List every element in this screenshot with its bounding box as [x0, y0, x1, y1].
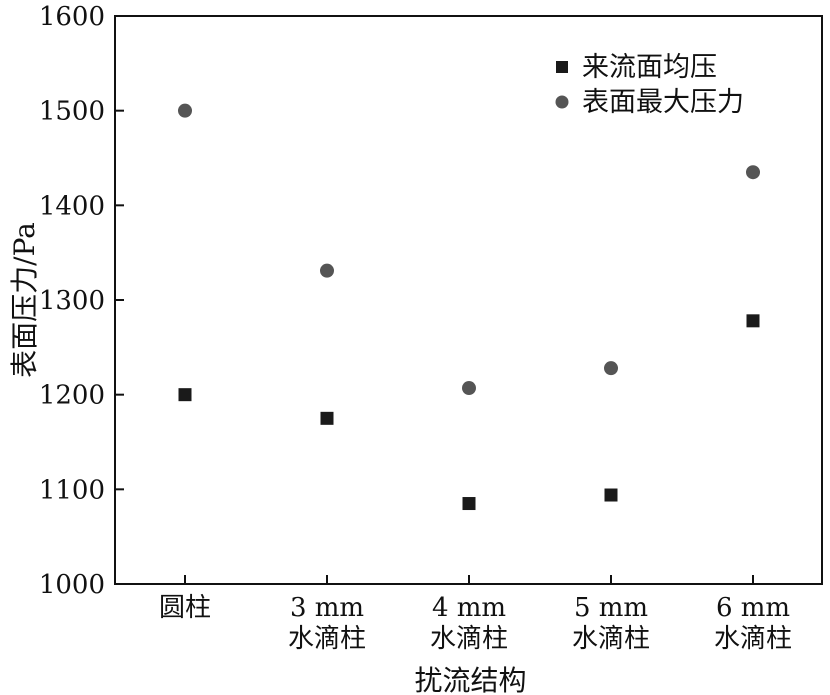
y-tick-label: 1600 — [39, 2, 105, 32]
data-point-square — [320, 411, 334, 425]
y-tick-label: 1400 — [39, 191, 105, 221]
x-tick-label-line: 水滴柱 — [430, 624, 508, 654]
x-axis-title: 扰流结构 — [414, 664, 526, 695]
x-tick-label-line: 圆柱 — [159, 593, 211, 623]
x-tick-label-line: 水滴柱 — [714, 624, 792, 654]
data-points — [178, 103, 760, 511]
data-point-square — [746, 314, 760, 328]
x-tick-label: 圆柱 — [159, 593, 211, 623]
legend-marker-square — [556, 61, 568, 73]
data-point-square — [604, 488, 618, 502]
y-axis: 1000 1100 1200 1300 1400 1500 1600 — [39, 2, 124, 600]
data-point-circle — [178, 103, 192, 118]
x-tick-label: 3 mm 水滴柱 — [288, 593, 366, 654]
data-point-circle — [746, 165, 760, 180]
x-tick-label: 6 mm 水滴柱 — [714, 593, 792, 654]
y-tick-label: 1500 — [39, 97, 105, 127]
y-tick-label: 1100 — [39, 475, 105, 505]
data-point-square — [462, 497, 476, 511]
y-tick-label: 1300 — [39, 286, 105, 316]
data-point-circle — [320, 263, 334, 278]
data-point-circle — [604, 361, 618, 376]
x-tick-label: 5 mm 水滴柱 — [572, 593, 650, 654]
legend-marker-circle — [555, 95, 569, 109]
data-point-circle — [462, 381, 476, 396]
y-tick-label: 1200 — [39, 381, 105, 411]
x-tick-label: 4 mm 水滴柱 — [430, 593, 508, 654]
x-tick-label-line: 4 mm — [432, 593, 506, 623]
legend-label: 来流面均压 — [582, 52, 717, 83]
x-tick-label-line: 水滴柱 — [572, 624, 650, 654]
x-tick-label-line: 6 mm — [716, 593, 790, 623]
data-point-square — [178, 388, 192, 402]
x-tick-label-line: 3 mm — [290, 593, 364, 623]
legend-label: 表面最大压力 — [582, 87, 744, 118]
x-tick-label-line: 5 mm — [574, 593, 648, 623]
y-tick-label: 1000 — [39, 570, 105, 600]
y-axis-title: 表面压力/Pa — [8, 222, 41, 378]
x-tick-label-line: 水滴柱 — [288, 624, 366, 654]
